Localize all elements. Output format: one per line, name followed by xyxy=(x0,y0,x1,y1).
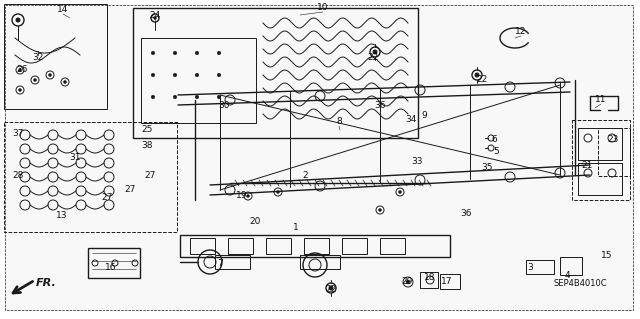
Circle shape xyxy=(475,73,479,77)
Circle shape xyxy=(378,209,381,211)
Text: ┐: ┐ xyxy=(35,48,40,56)
Bar xyxy=(88,248,140,278)
Bar xyxy=(578,163,622,195)
Bar xyxy=(342,238,367,254)
Circle shape xyxy=(16,18,20,22)
Text: 36: 36 xyxy=(460,209,472,218)
Bar xyxy=(440,274,460,289)
Text: 33: 33 xyxy=(412,158,423,167)
Text: 35: 35 xyxy=(481,162,493,172)
Text: 18: 18 xyxy=(424,272,436,281)
Circle shape xyxy=(151,95,155,99)
Bar xyxy=(141,38,256,123)
Circle shape xyxy=(49,73,51,77)
Circle shape xyxy=(154,17,157,19)
Text: 11: 11 xyxy=(595,95,607,105)
Text: 21: 21 xyxy=(581,160,593,169)
Circle shape xyxy=(246,195,250,197)
Text: 26: 26 xyxy=(16,65,28,75)
Text: 13: 13 xyxy=(56,211,68,219)
Circle shape xyxy=(217,51,221,55)
Text: 15: 15 xyxy=(601,251,612,261)
Bar xyxy=(4,4,107,109)
Text: 37: 37 xyxy=(12,129,24,137)
Bar xyxy=(304,238,329,254)
Bar xyxy=(266,238,291,254)
Text: 20: 20 xyxy=(250,218,260,226)
Bar xyxy=(300,255,340,269)
Text: 31: 31 xyxy=(69,152,81,161)
Text: FR.: FR. xyxy=(36,278,57,288)
Circle shape xyxy=(151,73,155,77)
Text: 19: 19 xyxy=(236,191,248,201)
Text: 14: 14 xyxy=(58,5,68,14)
Text: 27: 27 xyxy=(144,170,156,180)
Text: 6: 6 xyxy=(491,136,497,145)
Text: 27: 27 xyxy=(124,186,136,195)
Text: 32: 32 xyxy=(32,54,44,63)
Circle shape xyxy=(276,190,280,194)
Bar xyxy=(190,238,215,254)
Text: 10: 10 xyxy=(317,4,329,12)
Text: 16: 16 xyxy=(105,263,116,271)
Bar xyxy=(215,255,250,269)
Circle shape xyxy=(173,51,177,55)
Circle shape xyxy=(195,73,199,77)
Circle shape xyxy=(195,51,199,55)
Bar xyxy=(228,238,253,254)
Text: 25: 25 xyxy=(141,125,153,135)
Text: 27: 27 xyxy=(101,194,113,203)
Circle shape xyxy=(19,69,22,71)
Bar xyxy=(4,122,177,232)
Text: 5: 5 xyxy=(493,147,499,157)
Bar xyxy=(180,235,450,257)
Text: 22: 22 xyxy=(476,76,488,85)
Circle shape xyxy=(406,280,410,284)
Text: SEP4B4010C: SEP4B4010C xyxy=(554,279,607,288)
Circle shape xyxy=(329,286,333,290)
Text: 34: 34 xyxy=(405,115,417,124)
Text: 28: 28 xyxy=(12,170,24,180)
Circle shape xyxy=(173,73,177,77)
Text: 4: 4 xyxy=(564,271,570,280)
Text: 9: 9 xyxy=(421,110,427,120)
Text: 8: 8 xyxy=(336,117,342,127)
Circle shape xyxy=(399,190,401,194)
Bar xyxy=(380,238,405,254)
Text: 2: 2 xyxy=(302,170,308,180)
Text: 36: 36 xyxy=(374,100,386,109)
Bar xyxy=(133,8,418,138)
Circle shape xyxy=(33,78,36,81)
Text: 38: 38 xyxy=(141,140,153,150)
Circle shape xyxy=(217,95,221,99)
Bar xyxy=(420,272,438,288)
Text: 22: 22 xyxy=(325,286,337,294)
Text: 3: 3 xyxy=(527,263,533,272)
Text: 1: 1 xyxy=(293,224,299,233)
Text: 17: 17 xyxy=(441,278,452,286)
Circle shape xyxy=(63,80,67,84)
Bar xyxy=(578,128,622,160)
Bar xyxy=(526,260,554,274)
Text: 7: 7 xyxy=(217,258,223,268)
Text: 12: 12 xyxy=(515,27,527,36)
Text: 23: 23 xyxy=(607,136,619,145)
Circle shape xyxy=(373,50,377,54)
Circle shape xyxy=(19,88,22,92)
Circle shape xyxy=(173,95,177,99)
Text: 22: 22 xyxy=(367,54,379,63)
Text: 24: 24 xyxy=(149,11,161,19)
Circle shape xyxy=(195,95,199,99)
Circle shape xyxy=(151,51,155,55)
Bar xyxy=(560,257,582,275)
Bar xyxy=(572,120,630,200)
Bar xyxy=(598,128,630,176)
Circle shape xyxy=(217,73,221,77)
Text: 29: 29 xyxy=(401,278,413,286)
Text: 30: 30 xyxy=(218,101,230,110)
